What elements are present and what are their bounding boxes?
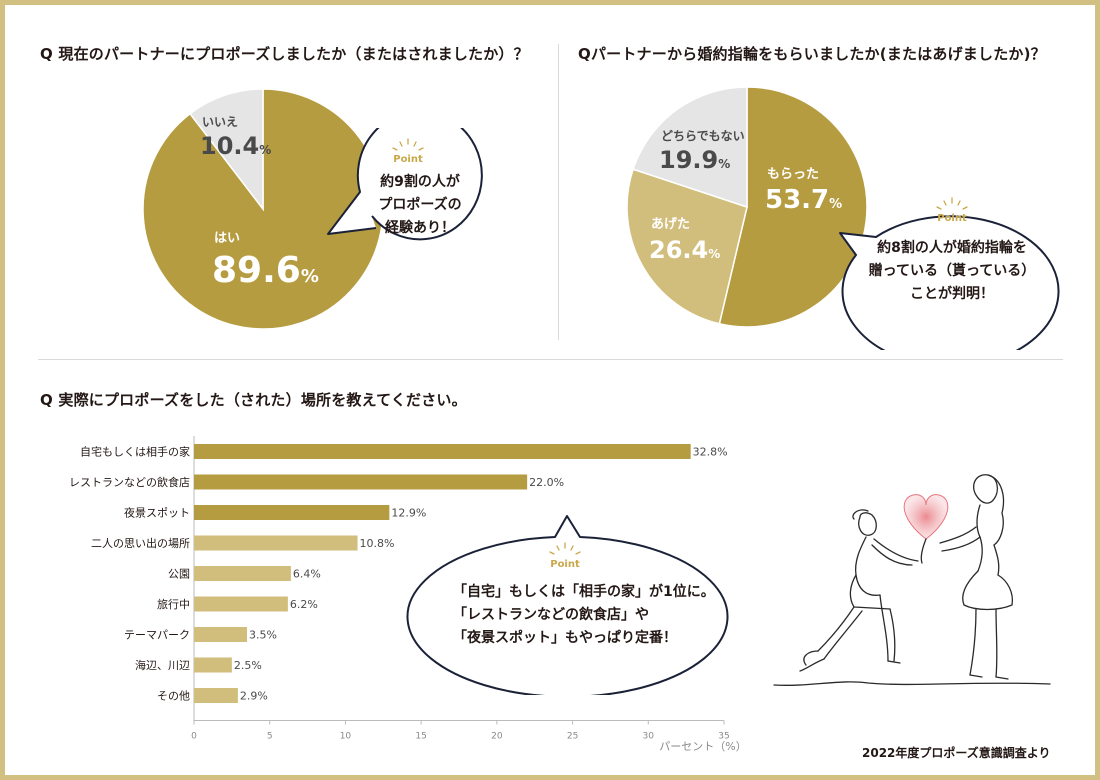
bar-1 bbox=[194, 474, 528, 490]
pie-label-1: あげた bbox=[651, 216, 690, 232]
q2-point-rays bbox=[936, 197, 968, 210]
q1-callout: Point 約9割の人が プロポーズの 経験あり！ bbox=[327, 128, 483, 241]
pie-slice-2 bbox=[632, 86, 748, 209]
q1-callout-line-1: 約9割の人が bbox=[380, 173, 461, 190]
bar-category-label: 旅行中 bbox=[157, 597, 190, 611]
q1-point-rays bbox=[392, 138, 424, 151]
bar-8 bbox=[194, 688, 238, 703]
pie-slice-0 bbox=[718, 86, 868, 328]
bar-chart-value-labels: 32.8% 22.0% 12.9% 10.8% 6.4% 6.2% 3.5% 2.5% 2.9% bbox=[234, 446, 728, 703]
bar-value-label: 32.8% bbox=[693, 446, 728, 459]
bar-4 bbox=[194, 566, 291, 581]
q3-callout-line-1: 「自宅」もしくは「相手の家」が1位に。 bbox=[453, 583, 715, 600]
bar-value-label: 6.2% bbox=[290, 598, 318, 611]
q1-point-label: Point bbox=[393, 154, 423, 165]
bar-category-label: 二人の思い出の場所 bbox=[91, 536, 190, 550]
bar-7 bbox=[194, 657, 232, 673]
q2-point-label: Point bbox=[937, 213, 967, 224]
x-tick-label: 15 bbox=[415, 732, 426, 742]
pie-label-0: はい bbox=[214, 231, 240, 246]
pie-slice-1 bbox=[626, 168, 748, 325]
bar-category-label: テーマパーク bbox=[124, 629, 190, 642]
bar-chart-tick-labels: 0 5 10 15 20 25 30 35 bbox=[191, 732, 730, 742]
bar-category-label: その他 bbox=[157, 690, 190, 703]
q1-callout-line-2: プロポーズの bbox=[378, 196, 461, 213]
bar-2 bbox=[194, 505, 390, 520]
bar-value-label: 12.9% bbox=[391, 507, 426, 520]
x-tick-label: 30 bbox=[643, 732, 655, 742]
pie-label-1: いいえ bbox=[202, 115, 238, 129]
q1-callout-line-3: 経験あり！ bbox=[385, 219, 455, 236]
bar-value-label: 22.0% bbox=[529, 476, 564, 489]
bar-value-label: 6.4% bbox=[293, 568, 321, 581]
bar-3 bbox=[194, 535, 358, 551]
bar-chart-x-axis-title: パーセント（%） bbox=[659, 740, 746, 753]
q3-point-rays bbox=[549, 542, 581, 555]
proposal-illustration bbox=[773, 474, 1051, 686]
x-tick-label: 10 bbox=[340, 732, 352, 742]
horizontal-divider bbox=[38, 359, 1063, 360]
footnote: 2022年度プロポーズ意識調査より bbox=[862, 746, 1051, 760]
bar-chart-bars bbox=[194, 444, 691, 703]
pie-label-0: もらった bbox=[767, 167, 819, 182]
bar-category-label: 自宅もしくは相手の家 bbox=[80, 445, 190, 459]
q3-callout-line-3: 「夜景スポット」もやっぱり定番！ bbox=[453, 629, 677, 646]
q3-title: Q 実際にプロポーズをした（された）場所を教えてください。 bbox=[40, 391, 467, 409]
bar-chart-category-labels: 自宅もしくは相手の家レストランなどの飲食店夜景スポット二人の思い出の場所公園旅行… bbox=[69, 445, 190, 703]
q1-title: Q 現在のパートナーにプロポーズしましたか（またはされましたか）？ bbox=[40, 45, 529, 63]
bar-category-label: レストランなどの飲食店 bbox=[69, 475, 190, 489]
pie-label-2: どちらでもない bbox=[661, 129, 745, 143]
bar-value-label: 10.8% bbox=[360, 537, 395, 550]
bar-6 bbox=[194, 627, 247, 642]
bar-category-label: 公園 bbox=[168, 568, 190, 581]
q2-callout-line-2: 贈っている（貰っている） bbox=[869, 262, 1036, 279]
x-tick-label: 25 bbox=[567, 732, 578, 742]
x-tick-label: 0 bbox=[191, 732, 197, 742]
couple-line-art bbox=[773, 474, 1051, 686]
bar-category-label: 夜景スポット bbox=[124, 506, 190, 520]
bar-chart-places: 自宅もしくは相手の家レストランなどの飲食店夜景スポット二人の思い出の場所公園旅行… bbox=[69, 436, 747, 753]
bar-value-label: 3.5% bbox=[249, 629, 277, 642]
q3-callout: Point 「自宅」もしくは「相手の家」が1位に。 「レストランなどの飲食店」や… bbox=[406, 515, 729, 695]
q2-callout-line-1: 約8割の人が婚約指輪を bbox=[877, 239, 1027, 256]
q2-title: Qパートナーから婚約指輪をもらいましたか(またはあげましたか)？ bbox=[578, 45, 1046, 63]
bar-value-label: 2.9% bbox=[240, 690, 268, 703]
x-tick-label: 35 bbox=[718, 732, 729, 742]
pie-slice-1 bbox=[188, 88, 264, 212]
bar-0 bbox=[194, 444, 691, 459]
bar-category-label: 海辺、川辺 bbox=[135, 658, 190, 672]
bar-5 bbox=[194, 596, 288, 612]
bar-value-label: 2.5% bbox=[234, 659, 262, 672]
pie2-slices bbox=[626, 86, 868, 328]
q2-callout-line-3: ことが判明！ bbox=[910, 285, 994, 302]
pie1-slices bbox=[142, 88, 384, 330]
q3-callout-line-2: 「レストランなどの飲食店」や bbox=[453, 606, 649, 623]
x-tick-label: 5 bbox=[267, 732, 273, 742]
vertical-divider bbox=[558, 44, 559, 340]
x-tick-label: 20 bbox=[491, 732, 503, 742]
q2-callout: Point 約8割の人が婚約指輪を 贈っている（貰っている） ことが判明！ bbox=[839, 197, 1060, 350]
q3-point-label: Point bbox=[550, 559, 580, 570]
heart-icon bbox=[903, 494, 949, 540]
